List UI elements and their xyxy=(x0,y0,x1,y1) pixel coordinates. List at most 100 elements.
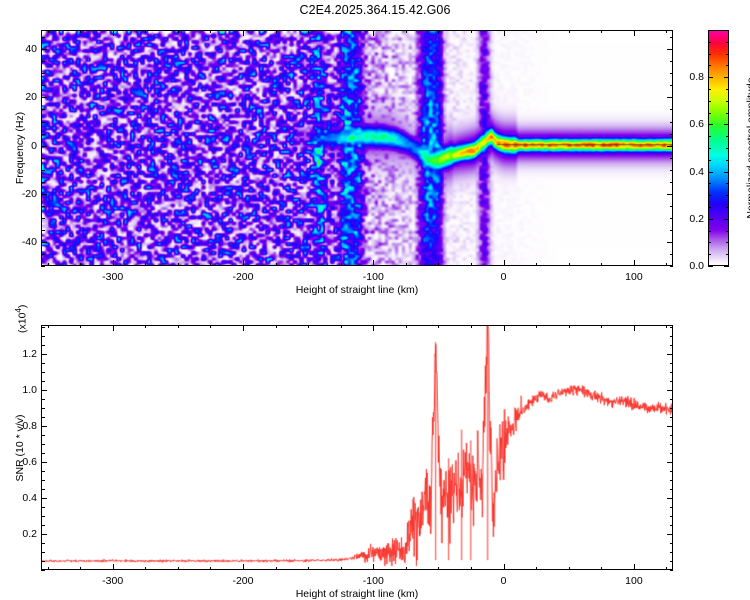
spectrogram-y-axis-title: Frequency (Hz) xyxy=(14,111,26,185)
y-major-tick xyxy=(667,425,673,427)
y-minor-tick xyxy=(669,121,673,123)
colorbar-minor-tick xyxy=(726,195,729,197)
y-minor-tick xyxy=(669,443,673,445)
x-major-tick xyxy=(633,30,635,36)
colorbar-minor-tick xyxy=(726,41,729,43)
x-minor-tick xyxy=(308,263,310,266)
y-major-tick xyxy=(41,241,47,243)
y-minor-tick xyxy=(41,362,45,364)
y-minor-tick xyxy=(41,443,45,445)
y-minor-tick xyxy=(41,371,45,373)
y-minor-tick xyxy=(669,253,673,255)
y-minor-tick xyxy=(41,169,45,171)
y-minor-tick xyxy=(41,380,45,382)
y-minor-tick xyxy=(41,398,45,400)
x-minor-tick xyxy=(80,30,82,33)
y-minor-tick xyxy=(669,181,673,183)
x-minor-tick xyxy=(177,567,179,570)
colorbar-minor-tick xyxy=(726,100,729,102)
x-minor-tick xyxy=(438,30,440,33)
y-major-tick xyxy=(667,389,673,391)
x-major-tick xyxy=(112,564,114,570)
x-minor-tick xyxy=(666,30,668,33)
colorbar-minor-tick xyxy=(726,112,729,114)
y-minor-tick xyxy=(669,434,673,436)
snr-line-series xyxy=(42,326,672,569)
x-minor-tick xyxy=(47,325,49,328)
x-minor-tick xyxy=(568,30,570,33)
snr-scale-exponent: 4 xyxy=(14,308,23,313)
x-minor-tick xyxy=(145,567,147,570)
x-major-tick xyxy=(242,325,244,331)
y-minor-tick xyxy=(669,73,673,75)
y-tick-label: 40 xyxy=(25,43,37,56)
colorbar-minor-tick xyxy=(708,183,711,185)
x-minor-tick xyxy=(210,263,212,266)
x-minor-tick xyxy=(438,325,440,328)
y-major-tick xyxy=(667,145,673,147)
x-major-tick xyxy=(503,325,505,331)
x-minor-tick xyxy=(210,30,212,33)
y-major-tick xyxy=(41,145,47,147)
colorbar-tick xyxy=(724,266,729,267)
y-minor-tick xyxy=(41,217,45,219)
x-minor-tick xyxy=(275,30,277,33)
x-minor-tick xyxy=(405,325,407,328)
colorbar-minor-tick xyxy=(708,230,711,232)
y-minor-tick xyxy=(41,452,45,454)
y-minor-tick xyxy=(669,362,673,364)
y-tick-label: 1.2 xyxy=(22,347,37,360)
y-minor-tick xyxy=(669,479,673,481)
colorbar-gradient xyxy=(709,31,728,265)
colorbar-tick xyxy=(724,77,729,79)
x-major-tick xyxy=(373,564,375,570)
y-minor-tick xyxy=(41,560,45,562)
colorbar-minor-tick xyxy=(726,159,729,161)
y-tick-label: -20 xyxy=(21,187,37,200)
x-minor-tick xyxy=(666,567,668,570)
y-major-tick xyxy=(41,533,47,535)
y-tick-label: 0.2 xyxy=(22,527,37,540)
colorbar-minor-tick xyxy=(708,100,711,102)
x-tick-label: -100 xyxy=(362,271,384,283)
y-tick-label: 20 xyxy=(25,91,37,104)
y-minor-tick xyxy=(41,542,45,544)
colorbar-tick-label: 0.2 xyxy=(689,212,704,225)
colorbar-tick-label: 0.8 xyxy=(689,71,704,84)
x-minor-tick xyxy=(210,325,212,328)
colorbar-minor-tick xyxy=(726,254,729,256)
colorbar-minor-tick xyxy=(708,41,711,43)
x-major-tick xyxy=(373,30,375,36)
y-major-tick xyxy=(41,389,47,391)
y-minor-tick xyxy=(41,205,45,207)
y-minor-tick xyxy=(41,407,45,409)
y-minor-tick xyxy=(41,570,45,571)
colorbar-minor-tick xyxy=(708,254,711,256)
y-minor-tick xyxy=(669,157,673,159)
y-tick-label: 0.8 xyxy=(22,419,37,432)
x-major-tick xyxy=(242,30,244,36)
y-minor-tick xyxy=(669,205,673,207)
y-minor-tick xyxy=(41,515,45,517)
colorbar-minor-tick xyxy=(726,242,729,244)
y-major-tick xyxy=(41,461,47,463)
figure-title: C2E4.2025.364.15.42.G06 xyxy=(299,3,451,17)
x-major-tick xyxy=(112,30,114,36)
y-minor-tick xyxy=(669,229,673,231)
y-minor-tick xyxy=(41,37,45,39)
y-minor-tick xyxy=(41,157,45,159)
y-minor-tick xyxy=(41,524,45,526)
x-minor-tick xyxy=(340,263,342,266)
x-tick-label: -300 xyxy=(102,271,124,283)
y-minor-tick xyxy=(41,470,45,472)
x-minor-tick xyxy=(536,325,538,328)
y-minor-tick xyxy=(41,253,45,255)
x-minor-tick xyxy=(145,30,147,33)
y-minor-tick xyxy=(669,542,673,544)
x-minor-tick xyxy=(80,325,82,328)
colorbar-tick-label: 0.0 xyxy=(689,260,704,272)
colorbar-minor-tick xyxy=(726,89,729,90)
y-major-tick xyxy=(667,461,673,463)
x-minor-tick xyxy=(340,567,342,570)
y-major-tick xyxy=(667,241,673,243)
